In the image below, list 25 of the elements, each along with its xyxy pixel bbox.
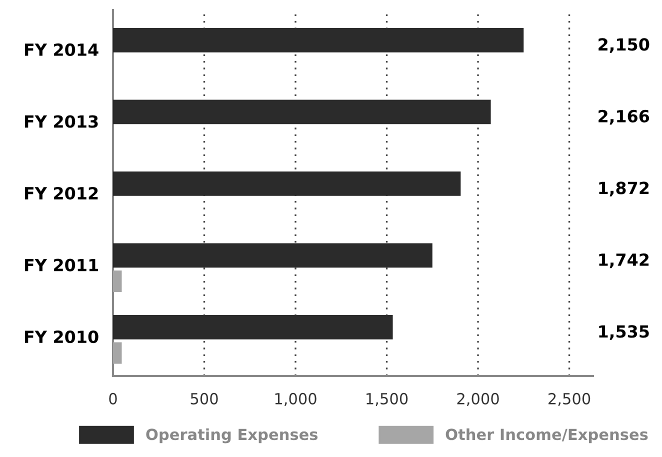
x-tick-label: 500 bbox=[190, 392, 218, 404]
x-tick-label: 2,000 bbox=[457, 392, 499, 406]
text: 1,742 bbox=[599, 253, 649, 268]
legend-label: Other Income/Expenses bbox=[446, 428, 648, 444]
text: 1,535 bbox=[599, 325, 649, 340]
x-tick-label: 1,000 bbox=[275, 392, 316, 406]
y-tick-label: FY 2013 bbox=[25, 115, 98, 128]
x-tick-label: 1,500 bbox=[366, 392, 408, 406]
bar bbox=[113, 315, 393, 340]
y-tick-label: FY 2011 bbox=[25, 258, 98, 272]
bar bbox=[113, 100, 491, 124]
text: 1,872 bbox=[599, 182, 649, 196]
y-tick-label: FY 2012 bbox=[25, 186, 98, 200]
bar bbox=[113, 28, 524, 52]
x-tick-label: 2,500 bbox=[548, 392, 590, 406]
bar bbox=[113, 270, 122, 292]
bar bbox=[113, 342, 122, 364]
y-tick-label: FY 2010 bbox=[25, 330, 98, 344]
legend-label: Operating Expenses bbox=[146, 428, 318, 444]
text: 2,166 bbox=[598, 110, 650, 125]
text: 2,150 bbox=[598, 38, 650, 53]
bar bbox=[113, 171, 461, 196]
x-tick-label: 0 bbox=[109, 392, 117, 404]
y-tick-label: FY 2014 bbox=[25, 43, 98, 56]
bar bbox=[113, 243, 432, 268]
